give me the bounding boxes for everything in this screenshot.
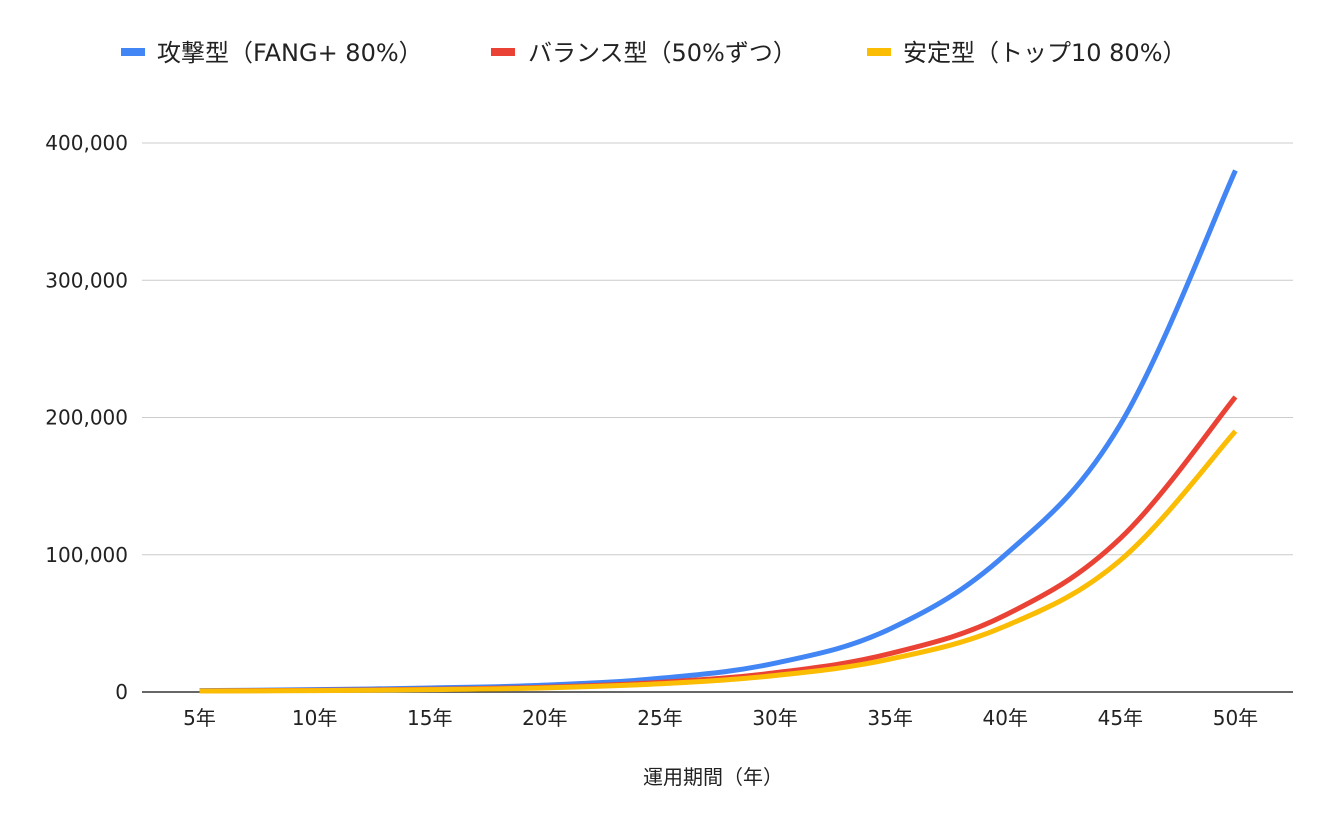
legend-swatch <box>867 48 891 56</box>
x-tick-label: 30年 <box>752 706 797 730</box>
x-tick-label: 40年 <box>983 706 1028 730</box>
x-axis-ticks: 5年 10年 15年 20年 25年 30年 35年 40年 45年 50年 <box>183 706 1258 730</box>
y-tick-label: 200,000 <box>45 406 128 430</box>
series-line-3 <box>199 429 1238 694</box>
y-tick-label: 300,000 <box>45 268 128 292</box>
x-tick-label: 15年 <box>407 706 452 730</box>
series-lines <box>199 169 1238 694</box>
y-axis-ticks: 0 100,000 200,000 300,000 400,000 <box>45 131 128 704</box>
x-tick-label: 50年 <box>1213 706 1258 730</box>
legend-swatch <box>491 48 515 56</box>
legend-label: 攻撃型（FANG+ 80%） <box>157 39 423 67</box>
y-tick-label: 400,000 <box>45 131 128 155</box>
x-tick-label: 20年 <box>522 706 567 730</box>
series-line-1 <box>199 169 1238 694</box>
x-axis-title: 運用期間（年） <box>643 765 783 789</box>
legend: 攻撃型（FANG+ 80%） バランス型（50%ずつ） 安定型（トップ10 80%） <box>121 39 1187 67</box>
gridlines <box>142 142 1293 556</box>
x-tick-label: 45年 <box>1098 706 1143 730</box>
y-tick-label: 0 <box>115 680 128 704</box>
x-tick-label: 25年 <box>637 706 682 730</box>
x-tick-label: 10年 <box>292 706 337 730</box>
x-tick-label: 35年 <box>867 706 912 730</box>
x-tick-label: 5年 <box>183 706 216 730</box>
legend-label: 安定型（トップ10 80%） <box>903 39 1187 67</box>
legend-label: バランス型（50%ずつ） <box>528 39 797 67</box>
legend-swatch <box>121 48 145 56</box>
series-line-2 <box>199 395 1238 694</box>
y-tick-label: 100,000 <box>45 543 128 567</box>
